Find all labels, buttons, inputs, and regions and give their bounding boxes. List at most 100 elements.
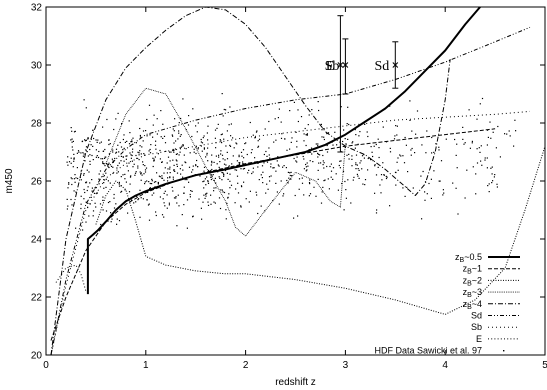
data-point bbox=[426, 193, 428, 195]
data-point bbox=[68, 182, 70, 184]
data-point bbox=[411, 130, 413, 132]
data-point bbox=[122, 149, 124, 151]
data-point bbox=[166, 207, 168, 209]
data-point bbox=[108, 153, 110, 155]
data-point bbox=[138, 154, 140, 156]
data-point bbox=[305, 166, 307, 168]
data-point bbox=[169, 166, 171, 168]
data-point bbox=[146, 118, 148, 121]
data-point bbox=[380, 192, 382, 194]
data-point bbox=[350, 202, 352, 204]
data-point bbox=[238, 156, 240, 158]
data-point bbox=[230, 184, 233, 186]
data-point bbox=[255, 191, 257, 193]
scatter-points bbox=[66, 93, 517, 231]
data-point bbox=[97, 139, 99, 141]
data-point bbox=[486, 144, 488, 146]
data-point bbox=[135, 171, 137, 173]
data-point bbox=[131, 160, 133, 162]
data-point bbox=[254, 137, 256, 139]
data-point bbox=[128, 143, 131, 145]
data-point bbox=[300, 116, 303, 118]
data-point bbox=[102, 158, 104, 160]
data-point bbox=[464, 197, 466, 199]
data-point bbox=[176, 202, 178, 204]
data-point bbox=[317, 101, 319, 103]
data-point bbox=[143, 153, 145, 155]
data-point bbox=[232, 137, 234, 139]
data-point bbox=[163, 202, 165, 204]
data-point bbox=[247, 172, 249, 174]
data-point bbox=[172, 190, 174, 192]
data-point bbox=[257, 212, 259, 215]
data-point bbox=[424, 199, 426, 201]
data-point bbox=[87, 155, 89, 157]
data-point bbox=[230, 135, 232, 137]
data-point bbox=[237, 192, 240, 194]
data-point bbox=[139, 171, 141, 173]
data-point bbox=[174, 170, 176, 172]
data-point bbox=[225, 109, 227, 111]
data-point bbox=[84, 191, 86, 194]
data-point bbox=[497, 125, 499, 128]
data-point bbox=[264, 128, 266, 130]
data-point bbox=[212, 174, 214, 176]
data-point bbox=[92, 159, 94, 161]
data-point bbox=[169, 168, 171, 170]
data-point bbox=[163, 216, 165, 218]
data-point bbox=[124, 189, 126, 191]
data-point bbox=[205, 193, 207, 195]
data-point bbox=[389, 205, 391, 207]
data-point bbox=[255, 131, 258, 133]
data-point bbox=[103, 179, 105, 181]
data-point bbox=[261, 177, 263, 179]
data-point bbox=[277, 156, 279, 158]
data-point bbox=[229, 187, 231, 189]
data-point bbox=[400, 155, 402, 157]
data-point bbox=[393, 138, 396, 140]
data-point bbox=[100, 158, 102, 160]
data-point bbox=[140, 179, 142, 181]
data-point bbox=[78, 151, 80, 153]
data-point bbox=[142, 140, 144, 142]
data-point bbox=[377, 166, 379, 168]
data-point bbox=[236, 143, 238, 145]
data-point bbox=[186, 199, 189, 201]
data-point bbox=[73, 178, 75, 180]
data-point bbox=[499, 156, 501, 158]
y-tick-label: 24 bbox=[31, 235, 43, 246]
data-point bbox=[74, 181, 76, 183]
data-point bbox=[192, 165, 194, 167]
data-point bbox=[248, 201, 250, 203]
data-point bbox=[116, 172, 118, 174]
data-point bbox=[218, 154, 220, 156]
data-point bbox=[326, 144, 328, 147]
data-point bbox=[508, 130, 510, 132]
data-point bbox=[355, 134, 357, 136]
data-point bbox=[178, 130, 180, 132]
data-point bbox=[496, 183, 498, 185]
data-point bbox=[317, 145, 319, 147]
data-point bbox=[201, 142, 204, 144]
data-point bbox=[155, 181, 157, 183]
data-point bbox=[146, 135, 148, 137]
data-point bbox=[367, 135, 369, 138]
data-point bbox=[334, 131, 336, 133]
data-point bbox=[139, 134, 141, 137]
data-point bbox=[355, 154, 358, 156]
data-point bbox=[77, 150, 80, 152]
data-point bbox=[230, 123, 232, 125]
data-point bbox=[456, 167, 458, 169]
data-point bbox=[163, 179, 165, 181]
data-point bbox=[144, 169, 147, 171]
data-point bbox=[80, 152, 82, 154]
data-point bbox=[344, 180, 346, 183]
data-point bbox=[289, 174, 291, 177]
data-point bbox=[361, 168, 363, 170]
data-point bbox=[258, 138, 261, 140]
data-point bbox=[452, 182, 454, 184]
data-point bbox=[348, 123, 350, 126]
data-point bbox=[362, 183, 364, 185]
data-point bbox=[176, 225, 178, 227]
data-point bbox=[152, 157, 154, 159]
